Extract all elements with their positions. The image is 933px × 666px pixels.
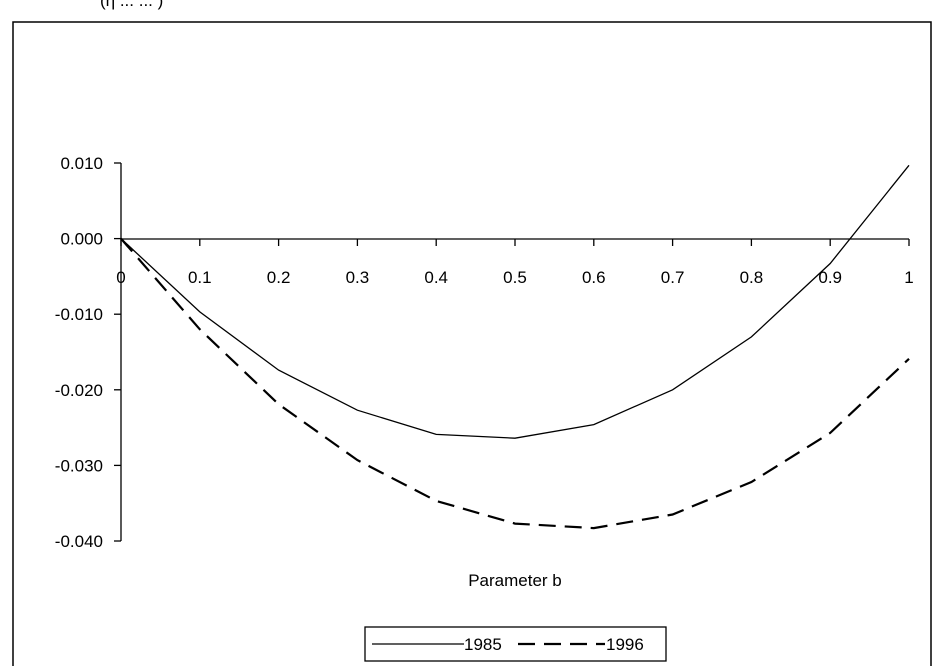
x-tick-label: 0.3 xyxy=(346,268,370,287)
x-tick-label: 0.9 xyxy=(818,268,842,287)
series-group xyxy=(120,164,910,530)
legend: 1985 1996 xyxy=(364,626,667,662)
legend-label-1996: 1996 xyxy=(606,635,644,654)
x-tick-label: 0.1 xyxy=(188,268,212,287)
x-axis-label: Parameter b xyxy=(468,571,562,590)
cropped-header-text: (η ... ... ) xyxy=(100,0,163,10)
x-tick-label: 0.2 xyxy=(267,268,291,287)
series-line-1985 xyxy=(120,164,910,439)
x-tick-label: 1 xyxy=(904,268,913,287)
y-tick-label: -0.040 xyxy=(55,532,103,551)
y-tick-label: 0.000 xyxy=(60,230,103,249)
legend-label-1985: 1985 xyxy=(464,635,502,654)
x-tick-label: 0.7 xyxy=(661,268,685,287)
y-tick-label: -0.030 xyxy=(55,456,103,475)
y-tick-label: 0.010 xyxy=(60,154,103,173)
y-tick-group: 0.010 0.000 -0.010 -0.020 -0.030 -0.040 xyxy=(55,154,121,551)
x-tick-label: 0.5 xyxy=(503,268,527,287)
y-tick-label: -0.020 xyxy=(55,381,103,400)
chart-frame xyxy=(12,21,932,666)
x-tick-label: 0.6 xyxy=(582,268,606,287)
series-line-1996 xyxy=(120,237,910,530)
y-tick-label: -0.010 xyxy=(55,305,103,324)
x-tick-label: 0.8 xyxy=(740,268,764,287)
x-tick-label: 0.4 xyxy=(424,268,448,287)
x-tick-label: 0 xyxy=(116,268,125,287)
x-tick-group: 0 0.1 0.2 0.3 0.4 0.5 0.6 0.7 0.8 0.9 1 xyxy=(116,239,914,287)
